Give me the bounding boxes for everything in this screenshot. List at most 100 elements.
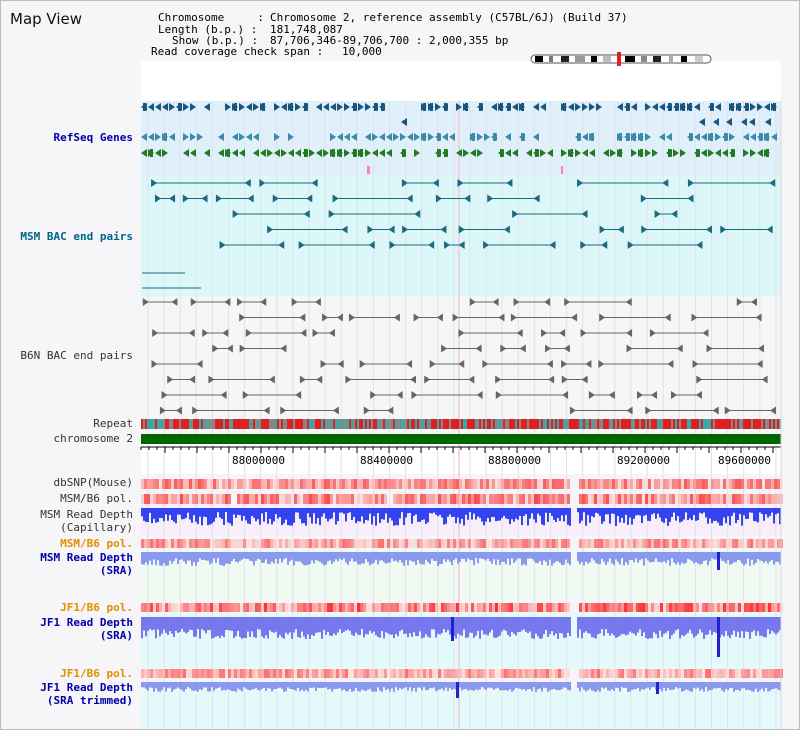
depth-bar xyxy=(559,617,561,634)
heat-cell xyxy=(414,479,417,489)
repeat-block xyxy=(541,419,543,429)
heat-cell xyxy=(159,494,162,504)
depth-bar xyxy=(639,508,641,516)
depth-bar xyxy=(767,508,769,518)
depth-bar xyxy=(557,682,559,691)
heat-cell xyxy=(153,494,156,504)
depth-bar xyxy=(365,617,367,635)
depth-bar xyxy=(213,508,215,522)
depth-bar xyxy=(313,682,315,688)
heat-cell xyxy=(192,603,195,612)
depth-bar xyxy=(259,508,261,525)
depth-bar xyxy=(543,617,545,635)
heat-cell xyxy=(777,669,780,678)
heat-cell xyxy=(477,494,480,504)
depth-bar xyxy=(677,552,679,563)
heat-cell xyxy=(591,669,594,678)
depth-bar xyxy=(731,508,733,516)
depth-bar xyxy=(281,682,283,689)
depth-bar xyxy=(251,682,253,690)
heat-cell xyxy=(426,603,429,612)
gene-arrow xyxy=(540,103,546,111)
depth-bar xyxy=(597,508,599,514)
heat-cell xyxy=(417,494,420,504)
repeat-block xyxy=(425,419,427,429)
heat-cell xyxy=(474,669,477,678)
depth-bar xyxy=(403,508,405,526)
heat-cell xyxy=(732,479,735,489)
heat-cell xyxy=(447,603,450,612)
heat-cell xyxy=(357,603,360,612)
heat-cell xyxy=(219,539,222,548)
heat-cell xyxy=(273,603,276,612)
gene-arrow xyxy=(274,103,280,111)
depth-bar xyxy=(777,552,779,562)
depth-bar xyxy=(347,552,349,565)
heat-cell xyxy=(246,494,249,504)
gene-exon xyxy=(374,103,377,111)
depth-bar xyxy=(605,552,607,565)
depth-bar xyxy=(553,682,555,689)
depth-bar xyxy=(221,682,223,691)
repeat-block xyxy=(587,419,589,429)
repeat-block xyxy=(237,419,239,429)
depth-spike xyxy=(451,617,454,641)
depth-bar xyxy=(269,508,271,519)
coverage-info-value: 10,000 xyxy=(342,45,382,58)
heat-cell xyxy=(456,494,459,504)
depth-bar xyxy=(147,682,149,691)
depth-bar xyxy=(405,508,407,518)
depth-bar xyxy=(503,617,505,630)
heat-cell xyxy=(582,479,585,489)
depth-bar xyxy=(721,682,723,691)
depth-bar xyxy=(645,682,647,689)
depth-bar xyxy=(345,508,347,522)
heat-cell xyxy=(540,479,543,489)
heat-cell xyxy=(741,494,744,504)
depth-bar xyxy=(163,682,165,688)
depth-bar xyxy=(381,552,383,561)
depth-bar xyxy=(557,508,559,519)
depth-bar xyxy=(685,617,687,635)
gene-arrow xyxy=(328,210,335,218)
depth-bar xyxy=(767,682,769,692)
gene-arrow xyxy=(484,133,490,141)
depth-bar xyxy=(765,682,767,688)
ideogram-band xyxy=(591,56,597,62)
depth-bar xyxy=(163,617,165,630)
depth-bar xyxy=(289,617,291,633)
heat-cell xyxy=(603,479,606,489)
depth-bar xyxy=(641,682,643,690)
depth-bar xyxy=(405,682,407,688)
depth-bar xyxy=(495,682,497,689)
repeat-block xyxy=(167,419,169,429)
heat-cell xyxy=(504,603,507,612)
depth-bar xyxy=(381,617,383,632)
gene-arrow xyxy=(706,344,713,353)
heat-cell xyxy=(222,494,225,504)
heat-cell xyxy=(738,539,741,548)
repeat-label: Repeat xyxy=(93,417,133,430)
depth-spike xyxy=(656,682,659,694)
heat-cell xyxy=(756,494,759,504)
heat-cell xyxy=(690,669,693,678)
heat-cell xyxy=(690,539,693,548)
heat-cell xyxy=(516,539,519,548)
heat-cell xyxy=(558,494,561,504)
depth-bar xyxy=(455,552,457,559)
depth-bar xyxy=(285,552,287,559)
repeat-block xyxy=(211,419,213,429)
heat-cell xyxy=(213,479,216,489)
heat-cell xyxy=(306,603,309,612)
depth-bar xyxy=(585,617,587,632)
depth-bar xyxy=(771,617,773,631)
heat-cell xyxy=(735,539,738,548)
heat-cell xyxy=(624,479,627,489)
heat-cell xyxy=(465,669,468,678)
heat-cell xyxy=(420,603,423,612)
gene-arrow xyxy=(512,210,519,218)
depth-bar xyxy=(431,617,433,630)
depth-bar xyxy=(415,552,417,565)
heat-cell xyxy=(528,479,531,489)
